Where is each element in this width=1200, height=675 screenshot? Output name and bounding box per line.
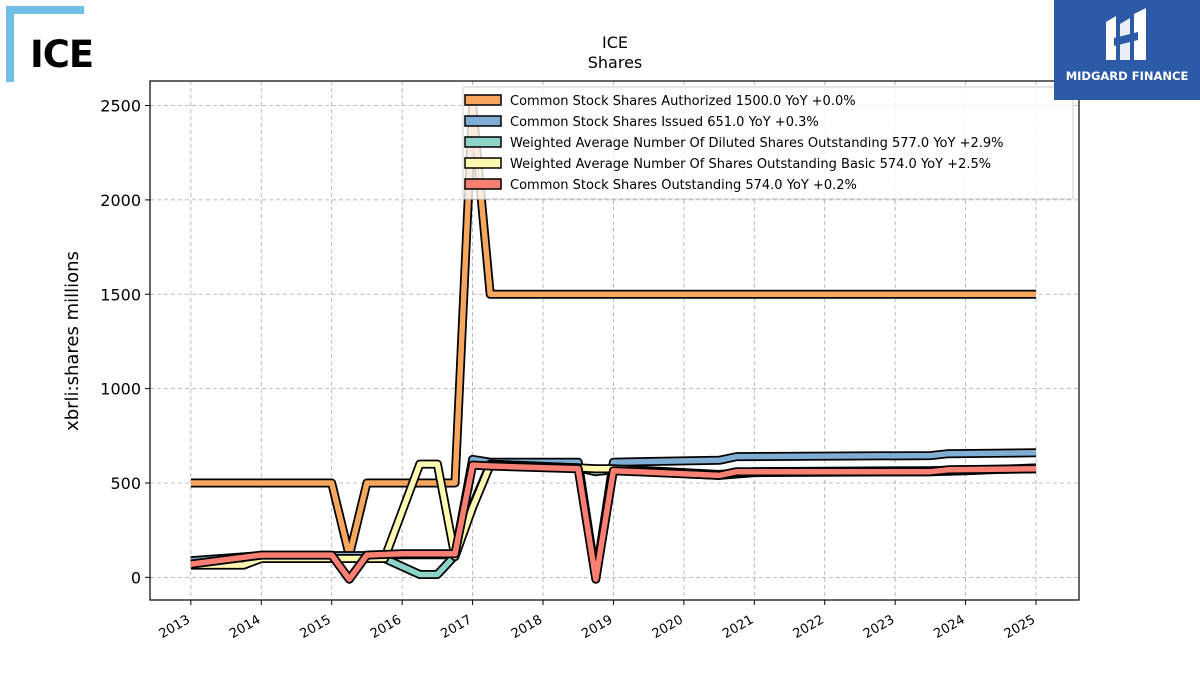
x-tick-label: 2015 (298, 612, 334, 642)
series-lines (190, 101, 1037, 584)
legend-box (462, 86, 1074, 200)
y-tick-label: 1000 (100, 380, 141, 399)
x-tick-label: 2019 (579, 612, 615, 642)
legend: Common Stock Shares Authorized 1500.0 Yo… (462, 86, 1074, 200)
legend-swatch (464, 178, 502, 190)
x-tick-label: 2017 (438, 612, 474, 642)
x-tick-label: 2014 (227, 612, 263, 642)
x-tick-label: 2016 (368, 612, 404, 642)
chart-subtitle: Shares (588, 53, 643, 72)
y-tick-label: 500 (110, 474, 141, 493)
y-tick-label: 0 (131, 568, 141, 587)
legend-swatch (464, 157, 502, 169)
y-tick-label: 2500 (100, 97, 141, 116)
x-tick-label: 2013 (157, 612, 193, 642)
x-tick-label: 2025 (1002, 612, 1038, 642)
series-line (190, 462, 1037, 582)
x-tick-label: 2023 (861, 612, 897, 642)
series-4 (190, 460, 1037, 584)
x-tick-label: 2018 (509, 612, 545, 642)
legend-label: Common Stock Shares Issued 651.0 YoY +0.… (510, 115, 819, 130)
legend-label: Common Stock Shares Outstanding 574.0 Yo… (510, 178, 857, 193)
y-axis-label: xbrli:shares millions (62, 251, 83, 431)
x-tick-label: 2021 (720, 612, 756, 642)
midgard-logo-icon (1106, 8, 1146, 60)
chart-title: ICE (602, 33, 628, 52)
legend-label: Common Stock Shares Authorized 1500.0 Yo… (510, 94, 856, 109)
y-tick-label: 2000 (100, 191, 141, 210)
legend-swatch (464, 94, 502, 106)
plot-frame (149, 80, 1080, 601)
midgard-finance-logo: MIDGARD FINANCE (1054, 0, 1200, 100)
x-tick-label: 2024 (931, 612, 967, 642)
y-tick-label: 1500 (100, 285, 141, 304)
ice-logo-text: ICE (30, 33, 94, 76)
brand-name: MIDGARD FINANCE (1065, 69, 1189, 83)
legend-label: Weighted Average Number Of Diluted Share… (510, 136, 1004, 151)
legend-swatch (464, 115, 502, 127)
legend-swatch (464, 136, 502, 148)
ice-logo-bracket (6, 6, 84, 82)
x-tick-label: 2022 (791, 612, 827, 642)
x-tick-label: 2020 (650, 612, 686, 642)
legend-label: Weighted Average Number Of Shares Outsta… (510, 157, 991, 172)
